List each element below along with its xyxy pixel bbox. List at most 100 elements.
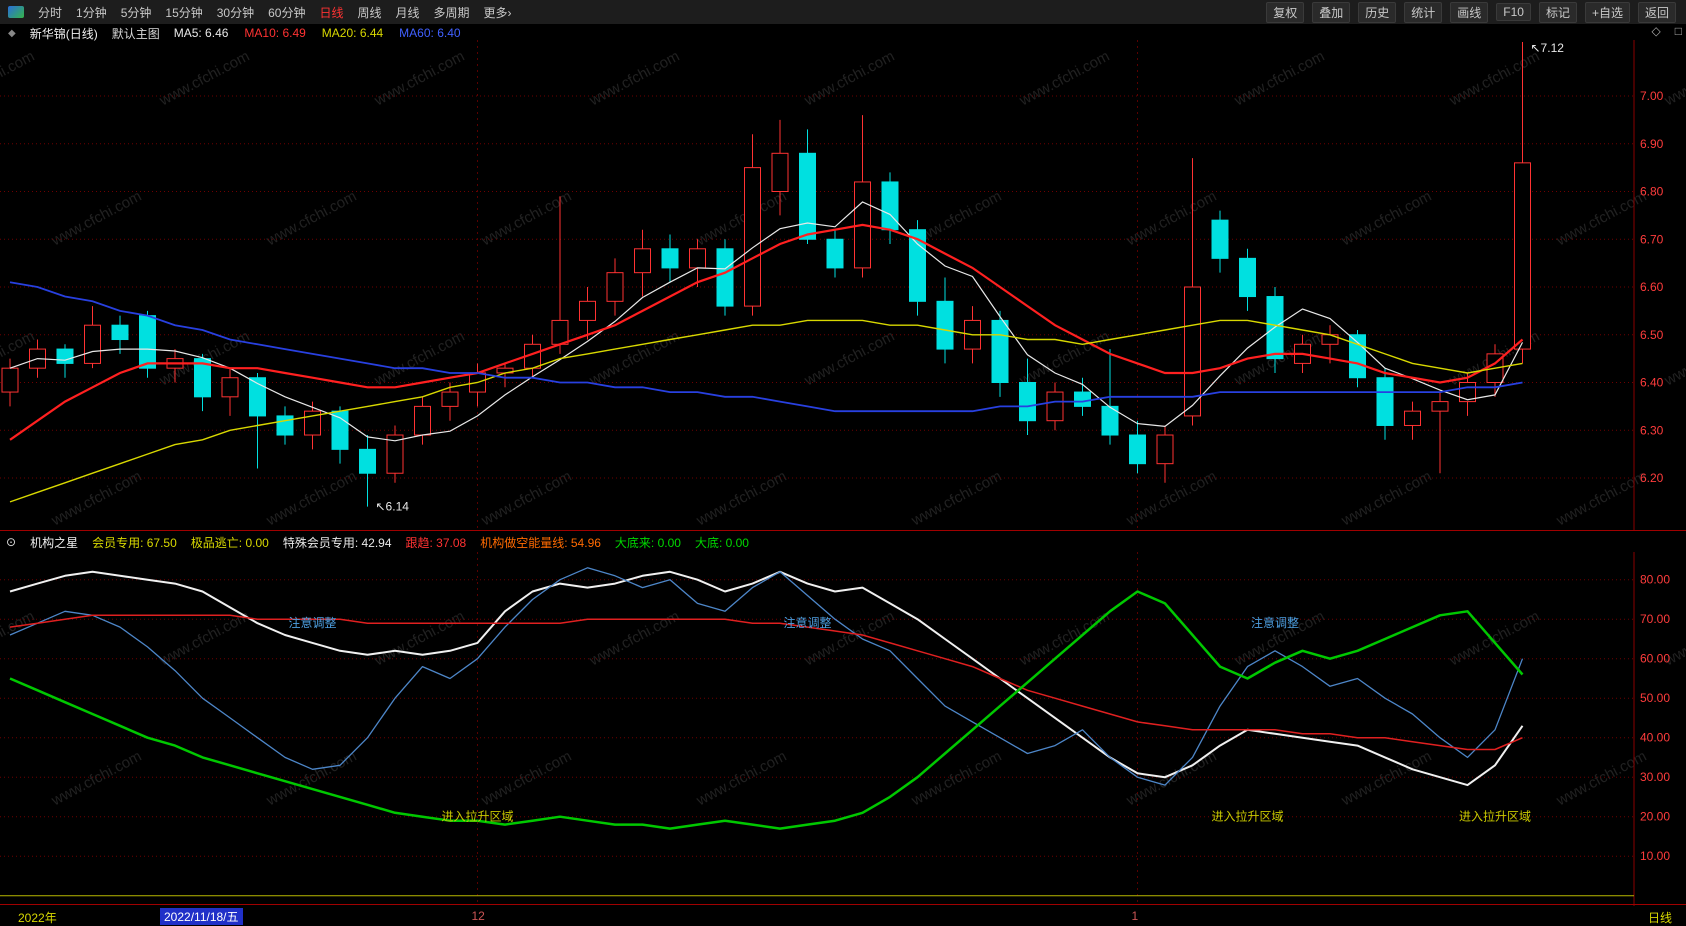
- indicator-field-大底: 大底: 0.00: [694, 535, 749, 550]
- stock-name[interactable]: 新华锦(日线): [29, 26, 98, 41]
- candle-3[interactable]: [84, 324, 101, 364]
- candle-15[interactable]: [414, 405, 431, 436]
- indicator-tick-label: 40.00: [1640, 731, 1670, 745]
- toolbar-button-返回[interactable]: 返回: [1637, 1, 1676, 23]
- indicator-field-特殊会员专用: 特殊会员专用: 42.94: [282, 535, 392, 550]
- main-chart[interactable]: 6.20 6.30 6.40 6.50 6.60 6.70 6.80 6.90 7.00 ↖7.1…: [0, 40, 1686, 530]
- candle-36[interactable]: [991, 319, 1009, 383]
- candle-12[interactable]: [331, 410, 349, 450]
- candle-2[interactable]: [56, 348, 74, 364]
- indicator-title[interactable]: 机构之星: [30, 535, 79, 550]
- indicator-field-会员专用: 会员专用: 67.50: [92, 535, 177, 550]
- candle-38[interactable]: [1046, 391, 1064, 422]
- candle-39[interactable]: [1074, 391, 1091, 407]
- candle-25[interactable]: [689, 248, 706, 269]
- toolbar-button-复权[interactable]: 复权: [1266, 1, 1305, 23]
- candle-40[interactable]: [1101, 405, 1119, 436]
- time-axis: 2022年 2022/11/18/五 12 1 日线: [0, 906, 1686, 926]
- toolbar-button-F10[interactable]: F10: [1496, 3, 1531, 21]
- indicator-field-跟趋: 跟趋: 37.08: [405, 535, 467, 550]
- candle-8[interactable]: [221, 377, 239, 398]
- candle-45[interactable]: [1239, 257, 1256, 298]
- candle-24[interactable]: [661, 248, 679, 269]
- menu-item-周线[interactable]: 周线: [357, 5, 382, 20]
- candle-37[interactable]: [1019, 382, 1036, 422]
- header-corner-icons: ◇ □: [1652, 24, 1682, 38]
- price-tick-label: 6.90: [1640, 137, 1664, 151]
- menu-item-60分钟[interactable]: 60分钟: [268, 5, 306, 20]
- period-label: 日线: [1647, 911, 1672, 925]
- indicator-chart[interactable]: 10.00 20.00 30.00 40.00 50.00 60.00 70.00 80.00…: [0, 552, 1686, 906]
- price-tick-label: 6.70: [1640, 232, 1664, 246]
- candle-27[interactable]: [744, 167, 761, 307]
- candle-16[interactable]: [441, 391, 459, 407]
- indicator-annotation: 进入拉升区域: [1211, 809, 1283, 824]
- candle-26[interactable]: [716, 248, 734, 307]
- overlay-MA5: [9, 201, 1524, 442]
- overlay-MA10: [9, 223, 1524, 441]
- overlay-MA20: [9, 319, 1523, 503]
- candle-10[interactable]: [276, 415, 294, 436]
- panel-toggle-icon[interactable]: □: [1674, 24, 1682, 38]
- menu-item-日线[interactable]: 日线: [319, 5, 344, 20]
- candle-43[interactable]: [1184, 286, 1201, 417]
- menu-item-更多›[interactable]: 更多›: [483, 5, 512, 20]
- menu-item-30分钟[interactable]: 30分钟: [216, 5, 255, 20]
- indicator-annotation: 注意调整: [288, 615, 336, 630]
- toolbar-button-画线[interactable]: 画线: [1450, 1, 1489, 23]
- indicator-icon: ⊙: [6, 535, 17, 549]
- diamond-outline-icon[interactable]: ◇: [1651, 24, 1661, 38]
- candle-23[interactable]: [634, 248, 651, 274]
- menu-item-分时[interactable]: 分时: [38, 5, 63, 20]
- candle-34[interactable]: [936, 300, 954, 350]
- candle-32[interactable]: [881, 181, 899, 231]
- candle-55[interactable]: [1514, 162, 1531, 350]
- menu-item-5分钟[interactable]: 5分钟: [120, 5, 152, 20]
- ma-value-MA5: MA5: 6.46: [173, 26, 229, 40]
- menu-item-15分钟[interactable]: 15分钟: [165, 5, 203, 20]
- toolbar-button-统计[interactable]: 统计: [1404, 1, 1443, 23]
- indicator-annotation: 注意调整: [1251, 615, 1299, 630]
- candle-52[interactable]: [1431, 401, 1449, 412]
- candle-41[interactable]: [1129, 434, 1146, 465]
- indicator-field-大底来: 大底来: 0.00: [614, 535, 681, 550]
- candle-28[interactable]: [771, 152, 789, 193]
- candle-4[interactable]: [111, 324, 129, 341]
- candle-7[interactable]: [194, 358, 211, 398]
- candle-42[interactable]: [1156, 434, 1174, 465]
- candle-21[interactable]: [579, 300, 596, 321]
- toolbar-button-叠加[interactable]: 叠加: [1312, 1, 1351, 23]
- candle-20[interactable]: [551, 319, 569, 345]
- price-tick-label: 6.50: [1640, 328, 1664, 342]
- indicator-tick-label: 60.00: [1640, 652, 1670, 666]
- indicator-tick-label: 50.00: [1640, 691, 1670, 705]
- candle-29[interactable]: [799, 152, 816, 240]
- toolbar-button-标记[interactable]: 标记: [1538, 1, 1577, 23]
- menu-item-月线[interactable]: 月线: [395, 5, 420, 20]
- chart-header: ◆ 新华锦(日线) 默认主图 MA5: 6.46 MA10: 6.49 MA20: …: [0, 24, 1686, 42]
- candle-30[interactable]: [826, 238, 844, 269]
- candle-22[interactable]: [606, 272, 624, 302]
- menu-item-1分钟[interactable]: 1分钟: [76, 5, 107, 20]
- toolbar-button-历史[interactable]: 历史: [1358, 1, 1397, 23]
- candle-5[interactable]: [139, 315, 156, 369]
- indicator-tick-label: 30.00: [1640, 770, 1670, 784]
- candle-0[interactable]: [1, 367, 19, 393]
- candle-33[interactable]: [909, 229, 926, 302]
- candle-49[interactable]: [1349, 334, 1366, 379]
- ma-value-MA20: MA20: 6.44: [321, 26, 384, 40]
- candle-50[interactable]: [1376, 377, 1394, 426]
- candle-51[interactable]: [1404, 410, 1421, 426]
- indicator-annotation: 进入拉升区域: [1459, 809, 1531, 824]
- candle-13[interactable]: [359, 448, 376, 474]
- indicator-line-机构做空能量线: [9, 567, 1524, 786]
- candle-44[interactable]: [1211, 219, 1229, 259]
- candle-9[interactable]: [249, 377, 266, 417]
- candle-14[interactable]: [386, 434, 404, 474]
- menu-item-多周期[interactable]: 多周期: [433, 5, 470, 20]
- selected-date[interactable]: 2022/11/18/五: [160, 908, 243, 925]
- toolbar-button-+自选[interactable]: +自选: [1584, 1, 1630, 23]
- indicator-tick-label: 80.00: [1640, 573, 1670, 587]
- main-layout-label[interactable]: 默认主图: [111, 26, 160, 41]
- menubar: 分时 1分钟 5分钟 15分钟 30分钟 60分钟 日线 周线 月线 多周期 更多› 复权 叠加 历史统…: [0, 0, 1686, 25]
